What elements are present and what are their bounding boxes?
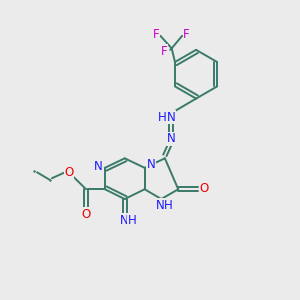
Text: F: F <box>183 28 190 41</box>
Text: N: N <box>155 199 164 212</box>
Text: N: N <box>119 214 128 226</box>
Text: H: H <box>158 111 166 124</box>
Text: O: O <box>64 166 74 179</box>
Text: N: N <box>167 111 175 124</box>
Text: H: H <box>164 199 173 212</box>
Text: F: F <box>161 45 168 58</box>
Text: O: O <box>82 208 91 221</box>
Text: F: F <box>153 28 159 41</box>
Text: N: N <box>94 160 103 173</box>
Text: N: N <box>167 132 175 145</box>
Text: H: H <box>128 214 136 226</box>
Text: O: O <box>200 182 209 195</box>
Text: N: N <box>147 158 156 171</box>
